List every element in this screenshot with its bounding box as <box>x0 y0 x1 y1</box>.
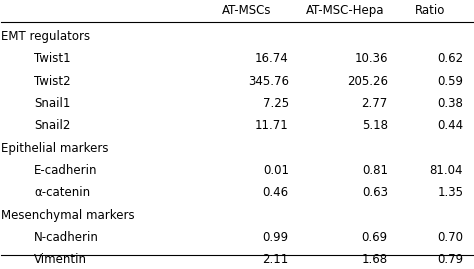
Text: 345.76: 345.76 <box>248 75 289 88</box>
Text: Snail1: Snail1 <box>35 97 71 110</box>
Text: AT-MSC-Hepa: AT-MSC-Hepa <box>306 4 384 17</box>
Text: Epithelial markers: Epithelial markers <box>1 142 109 155</box>
Text: α-catenin: α-catenin <box>35 186 91 199</box>
Text: 0.59: 0.59 <box>437 75 463 88</box>
Text: 10.36: 10.36 <box>354 52 388 65</box>
Text: Twist2: Twist2 <box>35 75 71 88</box>
Text: 2.11: 2.11 <box>263 253 289 266</box>
Text: 0.69: 0.69 <box>362 231 388 244</box>
Text: Ratio: Ratio <box>415 4 446 17</box>
Text: 7.25: 7.25 <box>263 97 289 110</box>
Text: 0.81: 0.81 <box>362 164 388 177</box>
Text: E-cadherin: E-cadherin <box>35 164 98 177</box>
Text: 1.68: 1.68 <box>362 253 388 266</box>
Text: 11.71: 11.71 <box>255 119 289 132</box>
Text: 0.62: 0.62 <box>437 52 463 65</box>
Text: 16.74: 16.74 <box>255 52 289 65</box>
Text: 0.01: 0.01 <box>263 164 289 177</box>
Text: 205.26: 205.26 <box>347 75 388 88</box>
Text: 0.70: 0.70 <box>437 231 463 244</box>
Text: AT-MSCs: AT-MSCs <box>222 4 271 17</box>
Text: 5.18: 5.18 <box>362 119 388 132</box>
Text: 0.46: 0.46 <box>263 186 289 199</box>
Text: 0.79: 0.79 <box>437 253 463 266</box>
Text: 2.77: 2.77 <box>362 97 388 110</box>
Text: 0.63: 0.63 <box>362 186 388 199</box>
Text: Vimentin: Vimentin <box>35 253 87 266</box>
Text: 81.04: 81.04 <box>430 164 463 177</box>
Text: EMT regulators: EMT regulators <box>1 30 91 43</box>
Text: 1.35: 1.35 <box>437 186 463 199</box>
Text: Snail2: Snail2 <box>35 119 71 132</box>
Text: 0.44: 0.44 <box>437 119 463 132</box>
Text: 0.38: 0.38 <box>438 97 463 110</box>
Text: Twist1: Twist1 <box>35 52 71 65</box>
Text: Mesenchymal markers: Mesenchymal markers <box>1 209 135 222</box>
Text: 0.99: 0.99 <box>263 231 289 244</box>
Text: N-cadherin: N-cadherin <box>35 231 99 244</box>
